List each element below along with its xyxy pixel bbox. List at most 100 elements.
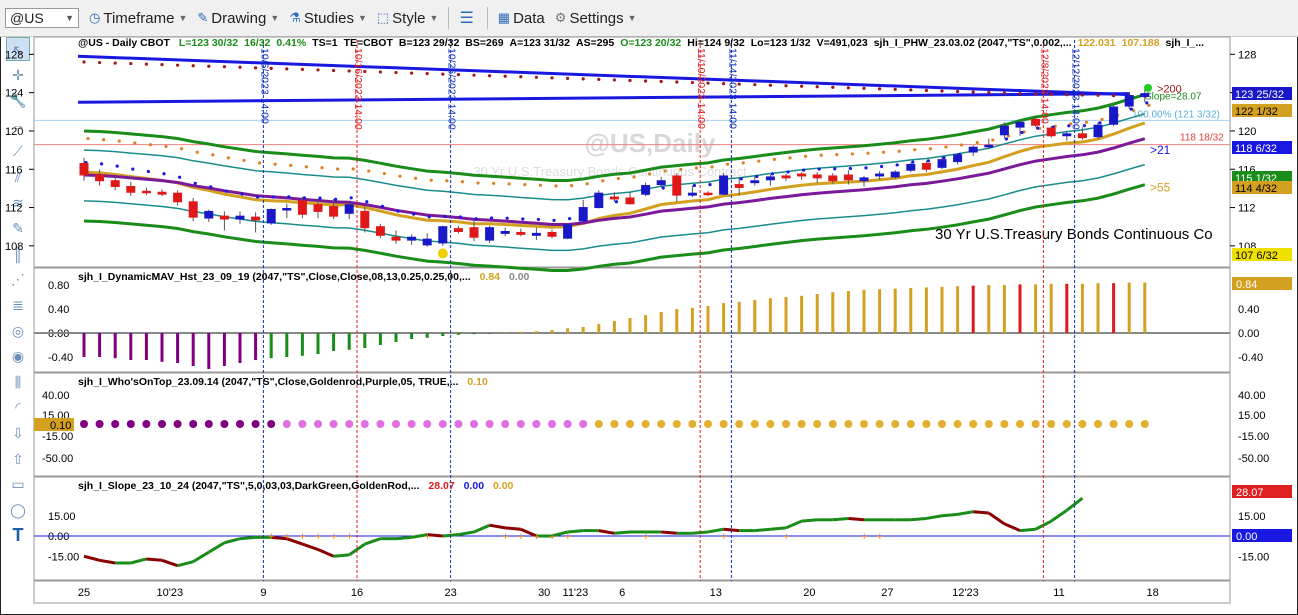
- candle-body: [282, 208, 292, 211]
- arc-icon[interactable]: ◜: [15, 399, 21, 416]
- slope-cross-marker: +: [549, 531, 555, 543]
- header-item: O=123 20/32: [620, 37, 682, 49]
- arrow-down-icon[interactable]: ⇩: [12, 424, 24, 441]
- layout-button[interactable]: ☰: [459, 8, 476, 28]
- whos-dot: [158, 420, 166, 428]
- candle-body: [968, 146, 978, 153]
- slope-segment: [567, 529, 584, 534]
- header-item: 16/32: [244, 37, 271, 49]
- ma200-dot: [706, 81, 710, 85]
- header-item: 122.031: [1077, 37, 1116, 49]
- ma55-dot: [211, 153, 215, 157]
- whos-dot: [532, 420, 541, 428]
- low-marker: [437, 248, 448, 259]
- style-menu[interactable]: ⬚ Style ▼: [377, 10, 439, 27]
- pan-icon[interactable]: ⇔: [11, 117, 25, 134]
- whos-dot: [938, 420, 946, 428]
- chevron-down-icon: ▼: [357, 13, 367, 23]
- arrow-up-icon[interactable]: ⇧: [12, 450, 24, 467]
- ma21-dot: [100, 162, 104, 166]
- pencil-icon[interactable]: ✎: [12, 220, 24, 237]
- list-icon[interactable]: ≣: [12, 296, 24, 313]
- style-label: Style: [392, 9, 426, 27]
- dyn-tag-label: 0.84: [1236, 279, 1257, 291]
- slope-cross-marker: +: [502, 531, 508, 543]
- cursor-icon[interactable]: ↖: [6, 37, 30, 61]
- settings-menu[interactable]: ⚙ Settings ▼: [555, 10, 637, 27]
- candle-body: [126, 185, 136, 193]
- slope-segment: [224, 537, 241, 545]
- rectangle-icon[interactable]: ▭: [11, 476, 25, 493]
- drawing-menu[interactable]: ✎ Drawing ▼: [197, 10, 279, 27]
- dyn-tick-left: 0.40: [48, 304, 69, 316]
- ma55-dot: [133, 141, 137, 145]
- price-tick-label: 128: [1238, 49, 1256, 61]
- whos-dot: [828, 420, 837, 428]
- ma200-dot: [129, 62, 133, 66]
- candle-body: [500, 230, 510, 234]
- ma200-label: >200: [1157, 84, 1182, 96]
- dyn-tick-right: 0.40: [1238, 304, 1259, 316]
- whos-dot: [485, 420, 494, 428]
- slope-pane: [33, 476, 1231, 581]
- header-item: TE=CBOT: [343, 37, 393, 49]
- ma200-dot: [441, 72, 445, 76]
- spiral-icon[interactable]: ◉: [11, 348, 25, 365]
- candle-body: [1093, 124, 1103, 138]
- candle-body: [407, 236, 417, 241]
- target-icon[interactable]: ◎: [11, 322, 25, 339]
- candle-body: [95, 174, 105, 182]
- event-vline-label: 11/14/2023 14:00: [726, 48, 738, 129]
- slope-label: sjh_I_Slope_23_10_24 (2047,"TS",5,0,03,0…: [78, 480, 420, 492]
- ma55-dot: [336, 167, 340, 171]
- data-menu[interactable]: ▦ Data: [498, 10, 545, 27]
- data-icon: ▦: [497, 10, 511, 25]
- ellipse-icon[interactable]: ◯: [10, 501, 26, 518]
- slope-segment: [1065, 497, 1084, 512]
- time-tick-label: 30: [538, 587, 550, 599]
- ma55-dot: [460, 180, 464, 184]
- ma200-dot: [300, 67, 304, 71]
- trendline-icon[interactable]: ⟋: [13, 143, 23, 160]
- whos-dot: [1078, 420, 1087, 428]
- ma55-dot: [382, 171, 386, 176]
- studies-menu[interactable]: ⚗ Studies ▼: [289, 10, 367, 27]
- candle-body: [531, 232, 541, 236]
- ma21-dot: [614, 200, 619, 204]
- slope-segment: [489, 523, 506, 530]
- candle-body: [828, 175, 838, 182]
- gann-icon[interactable]: ⋰: [11, 271, 25, 288]
- tools-icon[interactable]: ⫼: [14, 373, 22, 390]
- symbol-input[interactable]: @US ▼: [5, 8, 79, 28]
- whos-dot: [875, 420, 884, 428]
- price-tick-label: 112: [1238, 203, 1256, 215]
- ma55-dot: [679, 167, 683, 172]
- whos-dot: [454, 420, 463, 428]
- slope-segment: [286, 537, 303, 546]
- whos-dot: [407, 420, 416, 428]
- ma21-dot: [911, 160, 915, 164]
- ma-goldenrod: [83, 121, 1146, 229]
- timeframe-menu[interactable]: ◷ Timeframe ▼: [89, 10, 187, 27]
- price-tag-label: 118 6/32: [1235, 143, 1277, 155]
- text-icon[interactable]: T: [12, 525, 24, 546]
- ma55-dot: [757, 159, 761, 163]
- vertical-line-icon[interactable]: ║: [13, 245, 23, 262]
- whos-dot: [1031, 420, 1040, 428]
- ma21-dot: [396, 209, 400, 213]
- ma21-dot: [193, 181, 197, 185]
- drawing-label: Drawing: [211, 9, 267, 27]
- price-tick-label-left: 108: [5, 241, 23, 253]
- event-vline-label: 10/26/2023 14:00: [446, 48, 458, 130]
- candle-body: [469, 227, 479, 238]
- ma21-dot: [318, 196, 322, 200]
- slope-segment: [427, 533, 443, 538]
- fibonacci-icon[interactable]: ≋: [12, 194, 24, 211]
- slope-segment: [910, 516, 927, 522]
- crosshair-icon[interactable]: ✛: [12, 66, 24, 83]
- layout-icon: ☰: [459, 10, 474, 27]
- wrench-icon[interactable]: 🔧: [9, 92, 27, 109]
- channel-icon[interactable]: ⫽: [14, 168, 22, 185]
- dynamic-label: sjh_I_DynamicMAV_Hst_23_09_19 (2047,"TS"…: [78, 271, 471, 283]
